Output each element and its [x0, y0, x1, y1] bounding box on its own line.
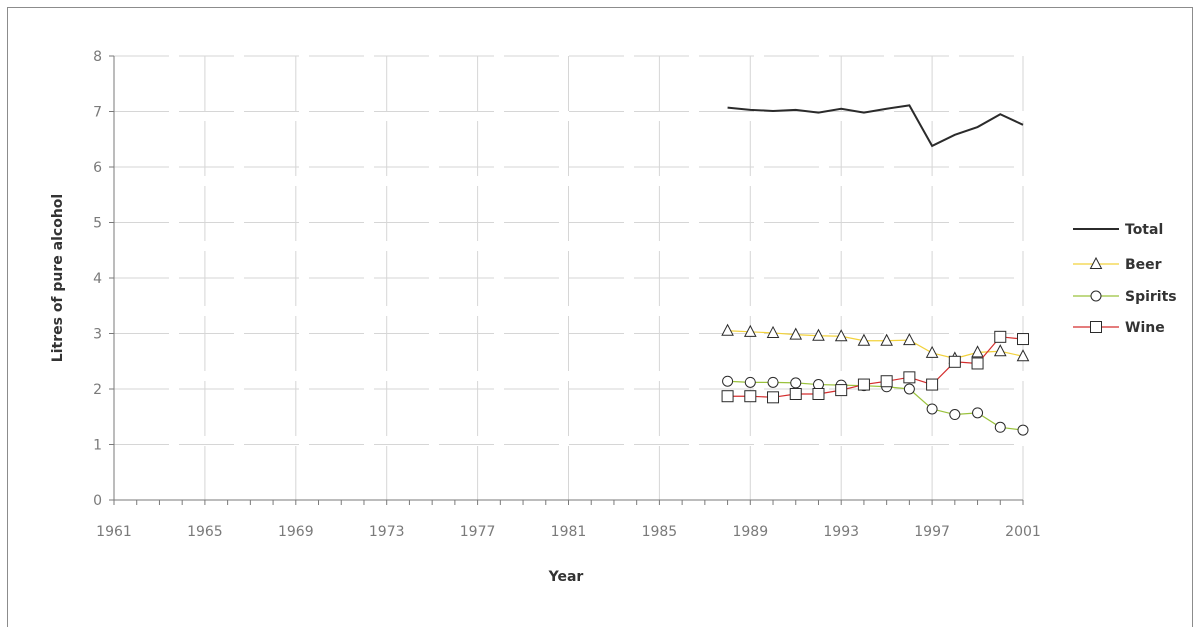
series-group	[721, 104, 1030, 436]
legend-label-total: Total	[1125, 222, 1163, 238]
legend-item-wine: Wine	[1073, 320, 1165, 336]
x-tick-label: 1965	[187, 524, 223, 540]
y-tick-label: 7	[93, 105, 102, 121]
wine-point	[812, 387, 825, 400]
wine-point	[971, 357, 984, 370]
legend-marker-spirits	[1090, 290, 1102, 302]
beer-point	[925, 345, 939, 358]
legend-item-total: Total	[1073, 222, 1163, 238]
legend-label-beer: Beer	[1125, 257, 1162, 273]
spirits-point	[949, 409, 961, 421]
y-tick-label: 6	[93, 160, 102, 176]
grid-lines	[114, 55, 1024, 500]
spirits-point	[790, 377, 802, 389]
series-total	[727, 104, 1024, 148]
beer-point	[721, 323, 734, 336]
y-tick-label: 0	[93, 493, 102, 509]
x-tick-label: 1997	[914, 524, 950, 540]
x-tick-label: 1981	[551, 524, 587, 540]
series-beer	[721, 323, 1030, 364]
y-tick-label: 3	[93, 327, 102, 343]
wine-point	[903, 371, 916, 384]
y-tick-label: 5	[93, 216, 102, 232]
beer-point	[789, 327, 803, 340]
beer-point	[971, 345, 984, 358]
beer-point	[812, 328, 825, 341]
y-tick-label: 2	[93, 382, 102, 398]
legend-label-spirits: Spirits	[1125, 289, 1177, 305]
chart-frame	[7, 7, 1193, 627]
total-line	[727, 104, 1024, 148]
x-axis-ticks: 1961 1965 1969 1973 1977 1981 1985 1989 1993 1997…	[96, 524, 1041, 540]
spirits-point	[926, 403, 938, 415]
legend-marker-beer	[1089, 256, 1103, 269]
beer-point	[903, 333, 916, 346]
x-tick-label: 1961	[96, 524, 132, 540]
x-tick-label: 1993	[823, 524, 859, 540]
x-tick-label: 1969	[278, 524, 314, 540]
y-tick-label: 8	[93, 49, 102, 65]
y-axis-title: Litres of pure alcohol	[50, 194, 66, 362]
x-axis-title: Year	[548, 569, 584, 585]
y-tick-label: 4	[93, 271, 102, 287]
beer-point	[1016, 349, 1030, 362]
wine-point	[1017, 333, 1029, 346]
spirits-point	[1017, 424, 1029, 436]
legend: Total Beer Spirits Wine	[1073, 222, 1177, 336]
legend-marker-wine	[1090, 321, 1102, 333]
beer-point	[766, 325, 780, 338]
legend-item-spirits: Spirits	[1073, 289, 1177, 305]
x-tick-label: 1985	[642, 524, 678, 540]
wine-point	[948, 355, 961, 368]
axes	[109, 55, 1024, 505]
spirits-point	[972, 407, 984, 419]
wine-point	[721, 390, 734, 403]
spirits-point	[767, 376, 779, 388]
beer-point	[743, 324, 757, 337]
beer-point	[993, 344, 1007, 357]
x-tick-label: 1989	[732, 524, 768, 540]
wine-point	[880, 375, 893, 388]
wine-point	[926, 378, 939, 391]
wine-point	[857, 378, 870, 391]
wine-point	[744, 390, 757, 403]
spirits-point	[744, 376, 756, 388]
legend-label-wine: Wine	[1125, 320, 1165, 336]
wine-point	[767, 391, 780, 404]
x-tick-label: 1973	[369, 524, 405, 540]
x-tick-label: 2001	[1005, 524, 1041, 540]
beer-point	[880, 333, 893, 346]
spirits-point	[903, 383, 915, 395]
legend-item-beer: Beer	[1073, 256, 1162, 273]
wine-point	[994, 330, 1007, 343]
y-tick-label: 1	[93, 438, 102, 454]
beer-point	[834, 329, 848, 342]
y-axis-ticks: 0 1 2 3 4 5 6 7 8	[93, 49, 102, 509]
wine-point	[835, 384, 848, 397]
series-spirits	[722, 375, 1029, 436]
series-wine	[721, 330, 1029, 404]
spirits-point	[994, 421, 1006, 433]
beer-point	[857, 333, 871, 346]
wine-point	[789, 387, 802, 400]
x-tick-label: 1977	[460, 524, 496, 540]
spirits-point	[722, 375, 734, 387]
